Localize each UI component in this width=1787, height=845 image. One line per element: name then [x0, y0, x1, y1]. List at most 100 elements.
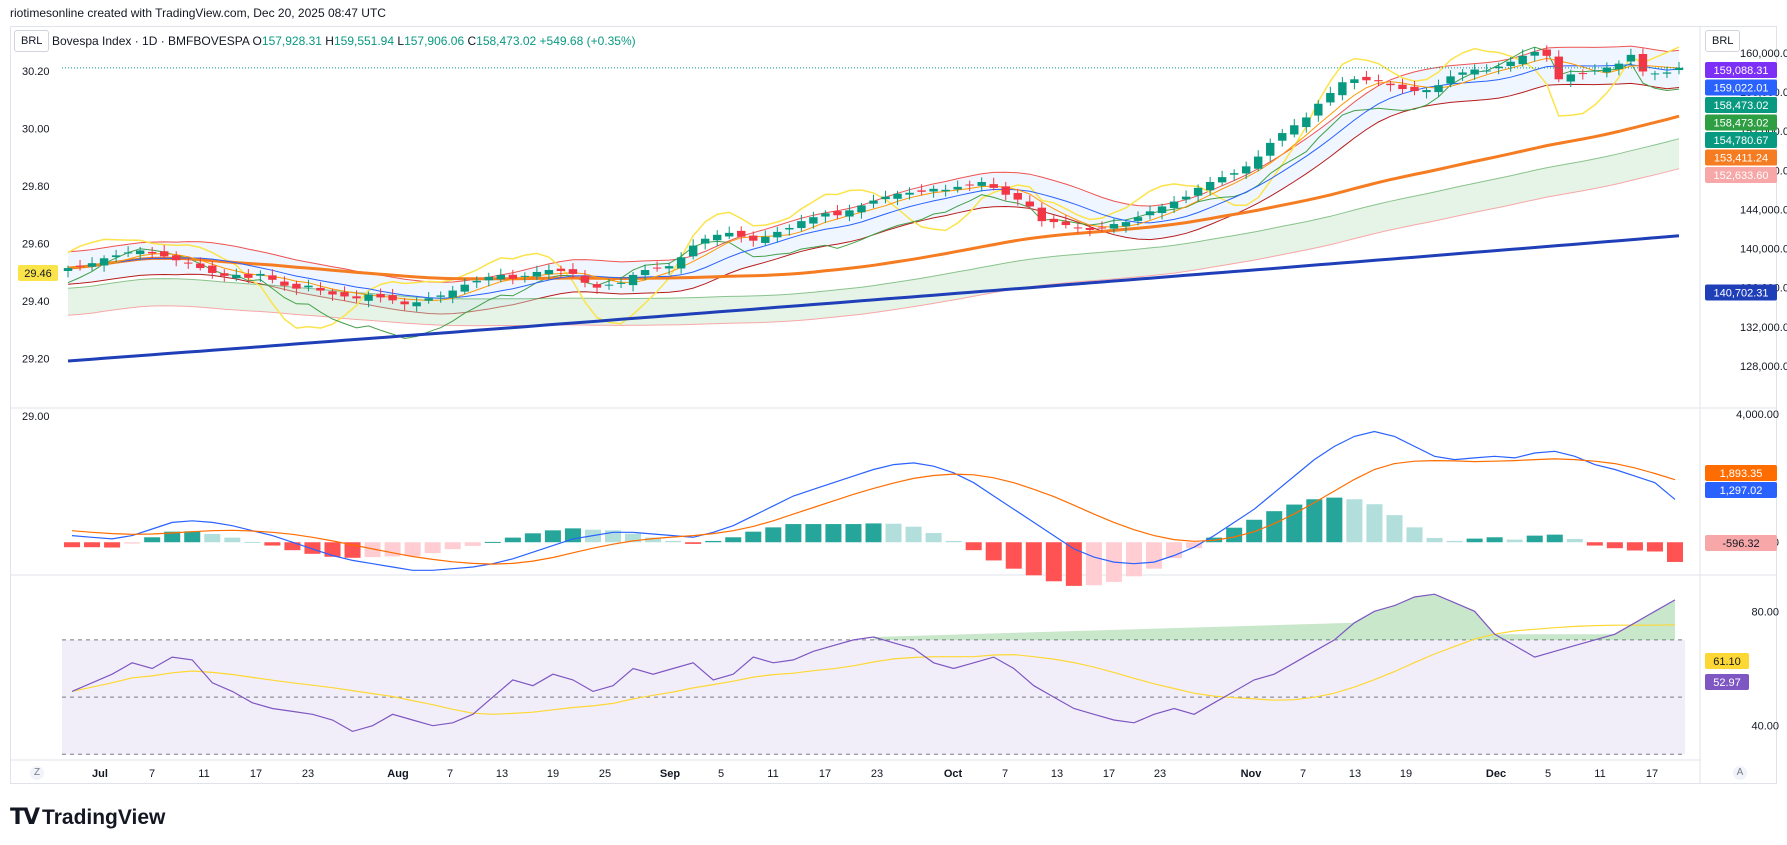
candle-body [1602, 67, 1612, 73]
currency-button-left[interactable]: BRL [14, 30, 50, 52]
candle-body [520, 275, 530, 277]
macd-hist-bar [645, 537, 662, 543]
candle-body [1674, 67, 1684, 71]
time-axis-tick: 19 [1400, 768, 1412, 780]
rsi-ma-line [71, 624, 1676, 715]
candle-body [604, 284, 614, 286]
macd-hist-bar [484, 541, 501, 543]
macd-hist-bar [264, 542, 281, 546]
price-label-text: 140,702.31 [1713, 288, 1768, 300]
macd-hist-bar [1366, 504, 1383, 543]
macd-hist-bar [1125, 542, 1142, 577]
macd-line [71, 430, 1676, 571]
price-axis-tick: 132,000.00 [1740, 322, 1787, 334]
time-axis-tick: Jul [92, 768, 108, 780]
auto-scale-button[interactable]: A [1733, 766, 1747, 780]
macd-hist-bar [1306, 499, 1323, 543]
time-axis-tick: 13 [1051, 768, 1063, 780]
candle-body [388, 295, 397, 301]
candle-body [1290, 125, 1299, 135]
candle-body [544, 270, 554, 275]
candle-body [749, 235, 758, 241]
candle-body [412, 302, 421, 307]
open-value: 157,928.31 [261, 34, 322, 48]
candle-body [941, 189, 950, 192]
price-label-text: 159,088.31 [1713, 65, 1768, 77]
candle-body [1037, 207, 1047, 222]
candle-body [75, 265, 85, 267]
rsi-axis-tick: 40.00 [1751, 721, 1779, 733]
ma50-line [67, 114, 1680, 281]
candle-body [977, 181, 986, 186]
close-value: 158,473.02 [476, 34, 537, 48]
cloud-line-b [67, 168, 1680, 327]
macd-hist-bar [164, 531, 181, 543]
macd-hist-bar [284, 542, 301, 551]
time-axis-tick: 17 [819, 768, 831, 780]
candle-body [111, 255, 121, 258]
candle-body [1362, 76, 1371, 81]
candle-body [761, 236, 770, 243]
time-axis-tick: Aug [387, 768, 408, 780]
ma200-line [67, 234, 1680, 363]
macd-hist-bar [925, 532, 942, 543]
macd-hist-bar [524, 533, 541, 543]
time-axis-tick: 23 [871, 768, 883, 780]
currency-button-right[interactable]: BRL [1705, 30, 1741, 52]
macd-hist-bar [504, 537, 521, 543]
candle-body [773, 231, 782, 238]
macd-hist-bar [384, 542, 401, 557]
chart-canvas[interactable]: 160,000.00156,000.00152,000.00148,000.00… [0, 0, 1787, 800]
rsi-line [71, 593, 1676, 733]
macd-hist-bar [1406, 527, 1423, 543]
time-axis-tick: Oct [944, 768, 963, 780]
candle-body [1662, 72, 1672, 74]
left-axis-badge [18, 265, 58, 281]
candle-body [1314, 103, 1323, 116]
macd-hist-bar [665, 540, 682, 543]
macd-hist-bar [1326, 497, 1343, 543]
price-label-text: 159,022.01 [1713, 83, 1768, 95]
candle-body [989, 184, 998, 188]
macd-label-text: 1,893.35 [1720, 468, 1763, 480]
timezone-button[interactable]: Z [30, 766, 44, 780]
macd-hist-bar [184, 531, 201, 543]
candle-body [1458, 72, 1467, 75]
candle-body [328, 291, 337, 295]
left-axis-badge-text: 29.46 [24, 268, 52, 280]
candle-body [87, 263, 97, 267]
ichimoku-cloud [68, 138, 1679, 326]
candle-body [1217, 177, 1227, 183]
ma5-line [67, 57, 1680, 302]
left-axis-tick: 29.40 [22, 296, 50, 308]
macd-label-text: 1,297.02 [1720, 485, 1763, 497]
candle-body [676, 257, 686, 269]
candle-body [472, 280, 481, 283]
macd-hist-bar [1546, 534, 1563, 543]
candle-body [1205, 181, 1215, 191]
time-axis-tick: 11 [1594, 768, 1605, 780]
macd-hist-bar [464, 542, 481, 546]
macd-hist-bar [1226, 527, 1243, 543]
macd-hist-bar [865, 523, 882, 543]
candle-body [135, 250, 145, 255]
time-axis-tick: 11 [198, 768, 209, 780]
macd-histogram [64, 497, 1683, 586]
candle-body [1229, 173, 1239, 175]
macd-hist-bar [1466, 538, 1483, 543]
candle-body [556, 268, 566, 272]
signal-line [71, 458, 1676, 565]
price-label-badge [1705, 167, 1777, 183]
macd-hist-bar [1606, 542, 1623, 549]
candle-body [1614, 63, 1624, 69]
candle-body [1061, 221, 1071, 226]
macd-hist-bar [1266, 511, 1283, 543]
macd-hist-bar [825, 524, 842, 543]
macd-label-badge [1705, 465, 1777, 481]
macd-hist-bar [845, 524, 862, 543]
price-label-text: 153,411.24 [1714, 153, 1768, 165]
candle-body [208, 265, 217, 273]
candle-body [196, 263, 205, 269]
candle-body [292, 283, 301, 289]
left-axis-tick: 29.00 [22, 411, 50, 423]
